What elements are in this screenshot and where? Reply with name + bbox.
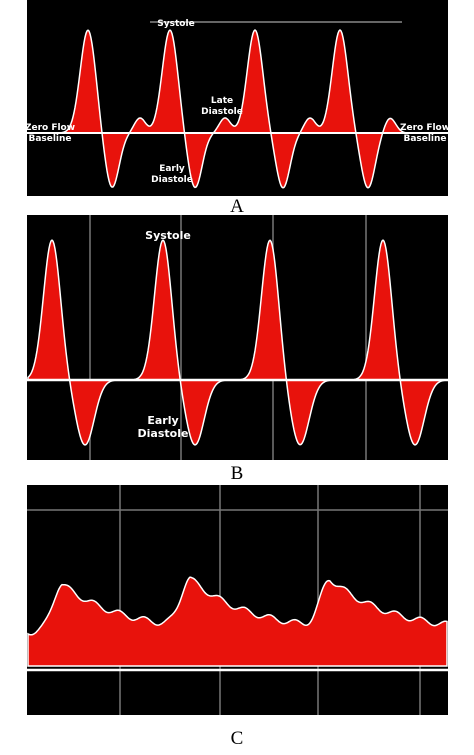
panel-c (27, 485, 448, 715)
label: Systole (157, 19, 194, 29)
label: Early (147, 414, 178, 427)
label: Baseline (403, 134, 446, 144)
caption: A (230, 196, 244, 217)
waveform (28, 28, 447, 189)
label: Late (211, 96, 233, 106)
caption: B (231, 463, 244, 484)
label: Zero Flow (25, 123, 75, 133)
label: Zero Flow (400, 123, 450, 133)
label: Systole (145, 229, 191, 242)
caption: C (231, 728, 244, 749)
label: Diastole (201, 107, 243, 117)
label: Diastole (151, 175, 193, 185)
label: Diastole (138, 427, 189, 440)
label: Baseline (28, 134, 71, 144)
grid (27, 485, 448, 715)
label: Early (159, 164, 185, 174)
waveform (27, 576, 448, 667)
